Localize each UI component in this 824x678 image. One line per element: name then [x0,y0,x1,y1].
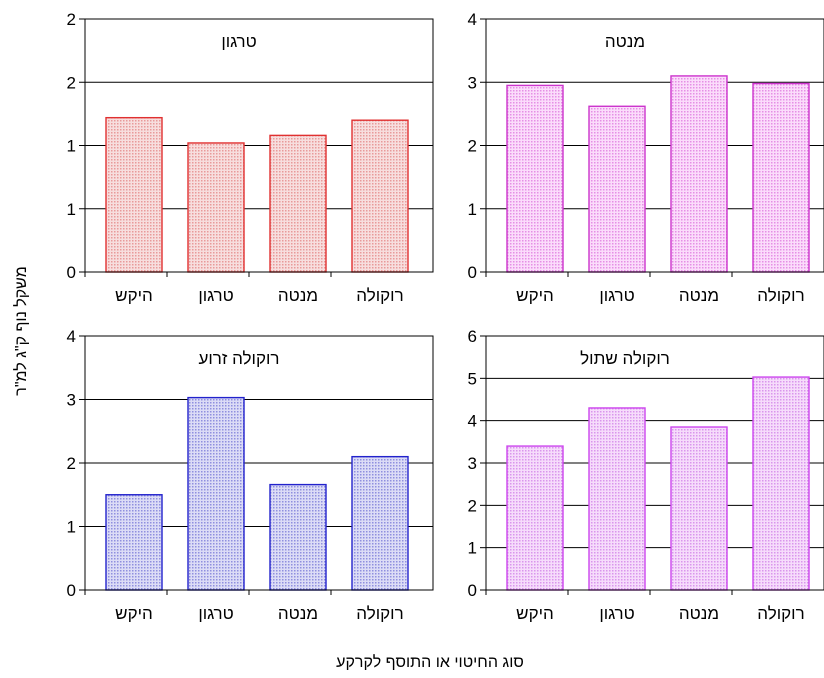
x-tick-label: רוקולה [757,604,804,623]
panel-title: מנטה [605,32,645,51]
bar [187,142,245,273]
y-tick-label: 0 [67,581,76,600]
bar [351,455,409,591]
y-axis-title: משקל נוף ק"ג למ"ר [12,266,30,395]
y-tick-label: 1 [468,200,477,219]
bar [506,445,564,591]
x-tick-label: מנטה [278,286,318,305]
x-axis-title: סוג החיטוי או התוסף לקרקע [336,653,524,671]
x-tick-label: טרגון [599,604,634,623]
panel-arugula-planted: 0 1 2 3 4 5 6 היקש טרגון מנטה רוקולה רוקולה שתול [468,327,824,623]
y-tick-label: 4 [468,10,477,29]
plot-frame [84,335,434,591]
plot-frame [84,18,434,273]
x-tick-label: טרגון [599,286,634,305]
y-tick-label: 4 [67,327,76,346]
bar [752,376,810,591]
y-tick-label: 5 [468,369,477,388]
x-tick-label: היקש [516,286,554,305]
y-tick-label: 1 [468,539,477,558]
bar [588,407,646,591]
panel-title: רוקולה זרוע [199,349,280,368]
x-tick-label: רוקולה [757,286,804,305]
y-tick-label: 1 [67,137,76,156]
x-tick-label: היקש [516,604,554,623]
panel-title: טרגון [221,32,256,51]
x-tick-label: טרגון [198,604,233,623]
panel-tarragon: 0 1 1 2 2 היקש טרגון מנטה רוקולה טרגון [67,10,434,305]
bar [752,82,810,273]
y-tick-label: 0 [468,581,477,600]
x-tick-label: טרגון [198,286,233,305]
y-tick-label: 3 [468,454,477,473]
y-tick-label: 3 [468,73,477,92]
y-tick-label: 2 [67,10,76,29]
y-tick-label: 1 [67,518,76,537]
x-tick-label: היקש [115,604,153,623]
bar [670,75,728,273]
bar [105,116,163,273]
bar [269,483,327,591]
plot-frame [485,18,824,273]
y-tick-label: 2 [67,73,76,92]
y-tick-label: 4 [468,412,477,431]
panel-arugula-sown: 0 1 2 3 4 היקש טרגון מנטה רוקולה רוקולה זרוע [67,327,434,623]
x-tick-label: מנטה [679,286,719,305]
y-tick-label: 0 [468,263,477,282]
x-tick-label: רוקולה [356,286,403,305]
bar [670,426,728,591]
bar [588,105,646,273]
bar [105,494,163,591]
y-tick-label: 1 [67,200,76,219]
y-tick-label: 6 [468,327,477,346]
bar [351,119,409,273]
bar [269,134,327,273]
y-tick-label: 2 [67,454,76,473]
x-tick-label: היקש [115,286,153,305]
x-tick-label: מנטה [278,604,318,623]
bar [506,84,564,273]
x-tick-label: רוקולה [356,604,403,623]
y-tick-label: 3 [67,391,76,410]
panel-title: רוקולה שתול [580,349,670,368]
bar [187,396,245,591]
x-tick-label: מנטה [679,604,719,623]
panel-mint: 0 1 2 3 4 היקש טרגון מנטה רוקולה מנטה [468,10,824,305]
y-tick-label: 0 [67,263,76,282]
plot-frame [485,335,824,591]
y-tick-label: 2 [468,496,477,515]
y-tick-label: 2 [468,137,477,156]
